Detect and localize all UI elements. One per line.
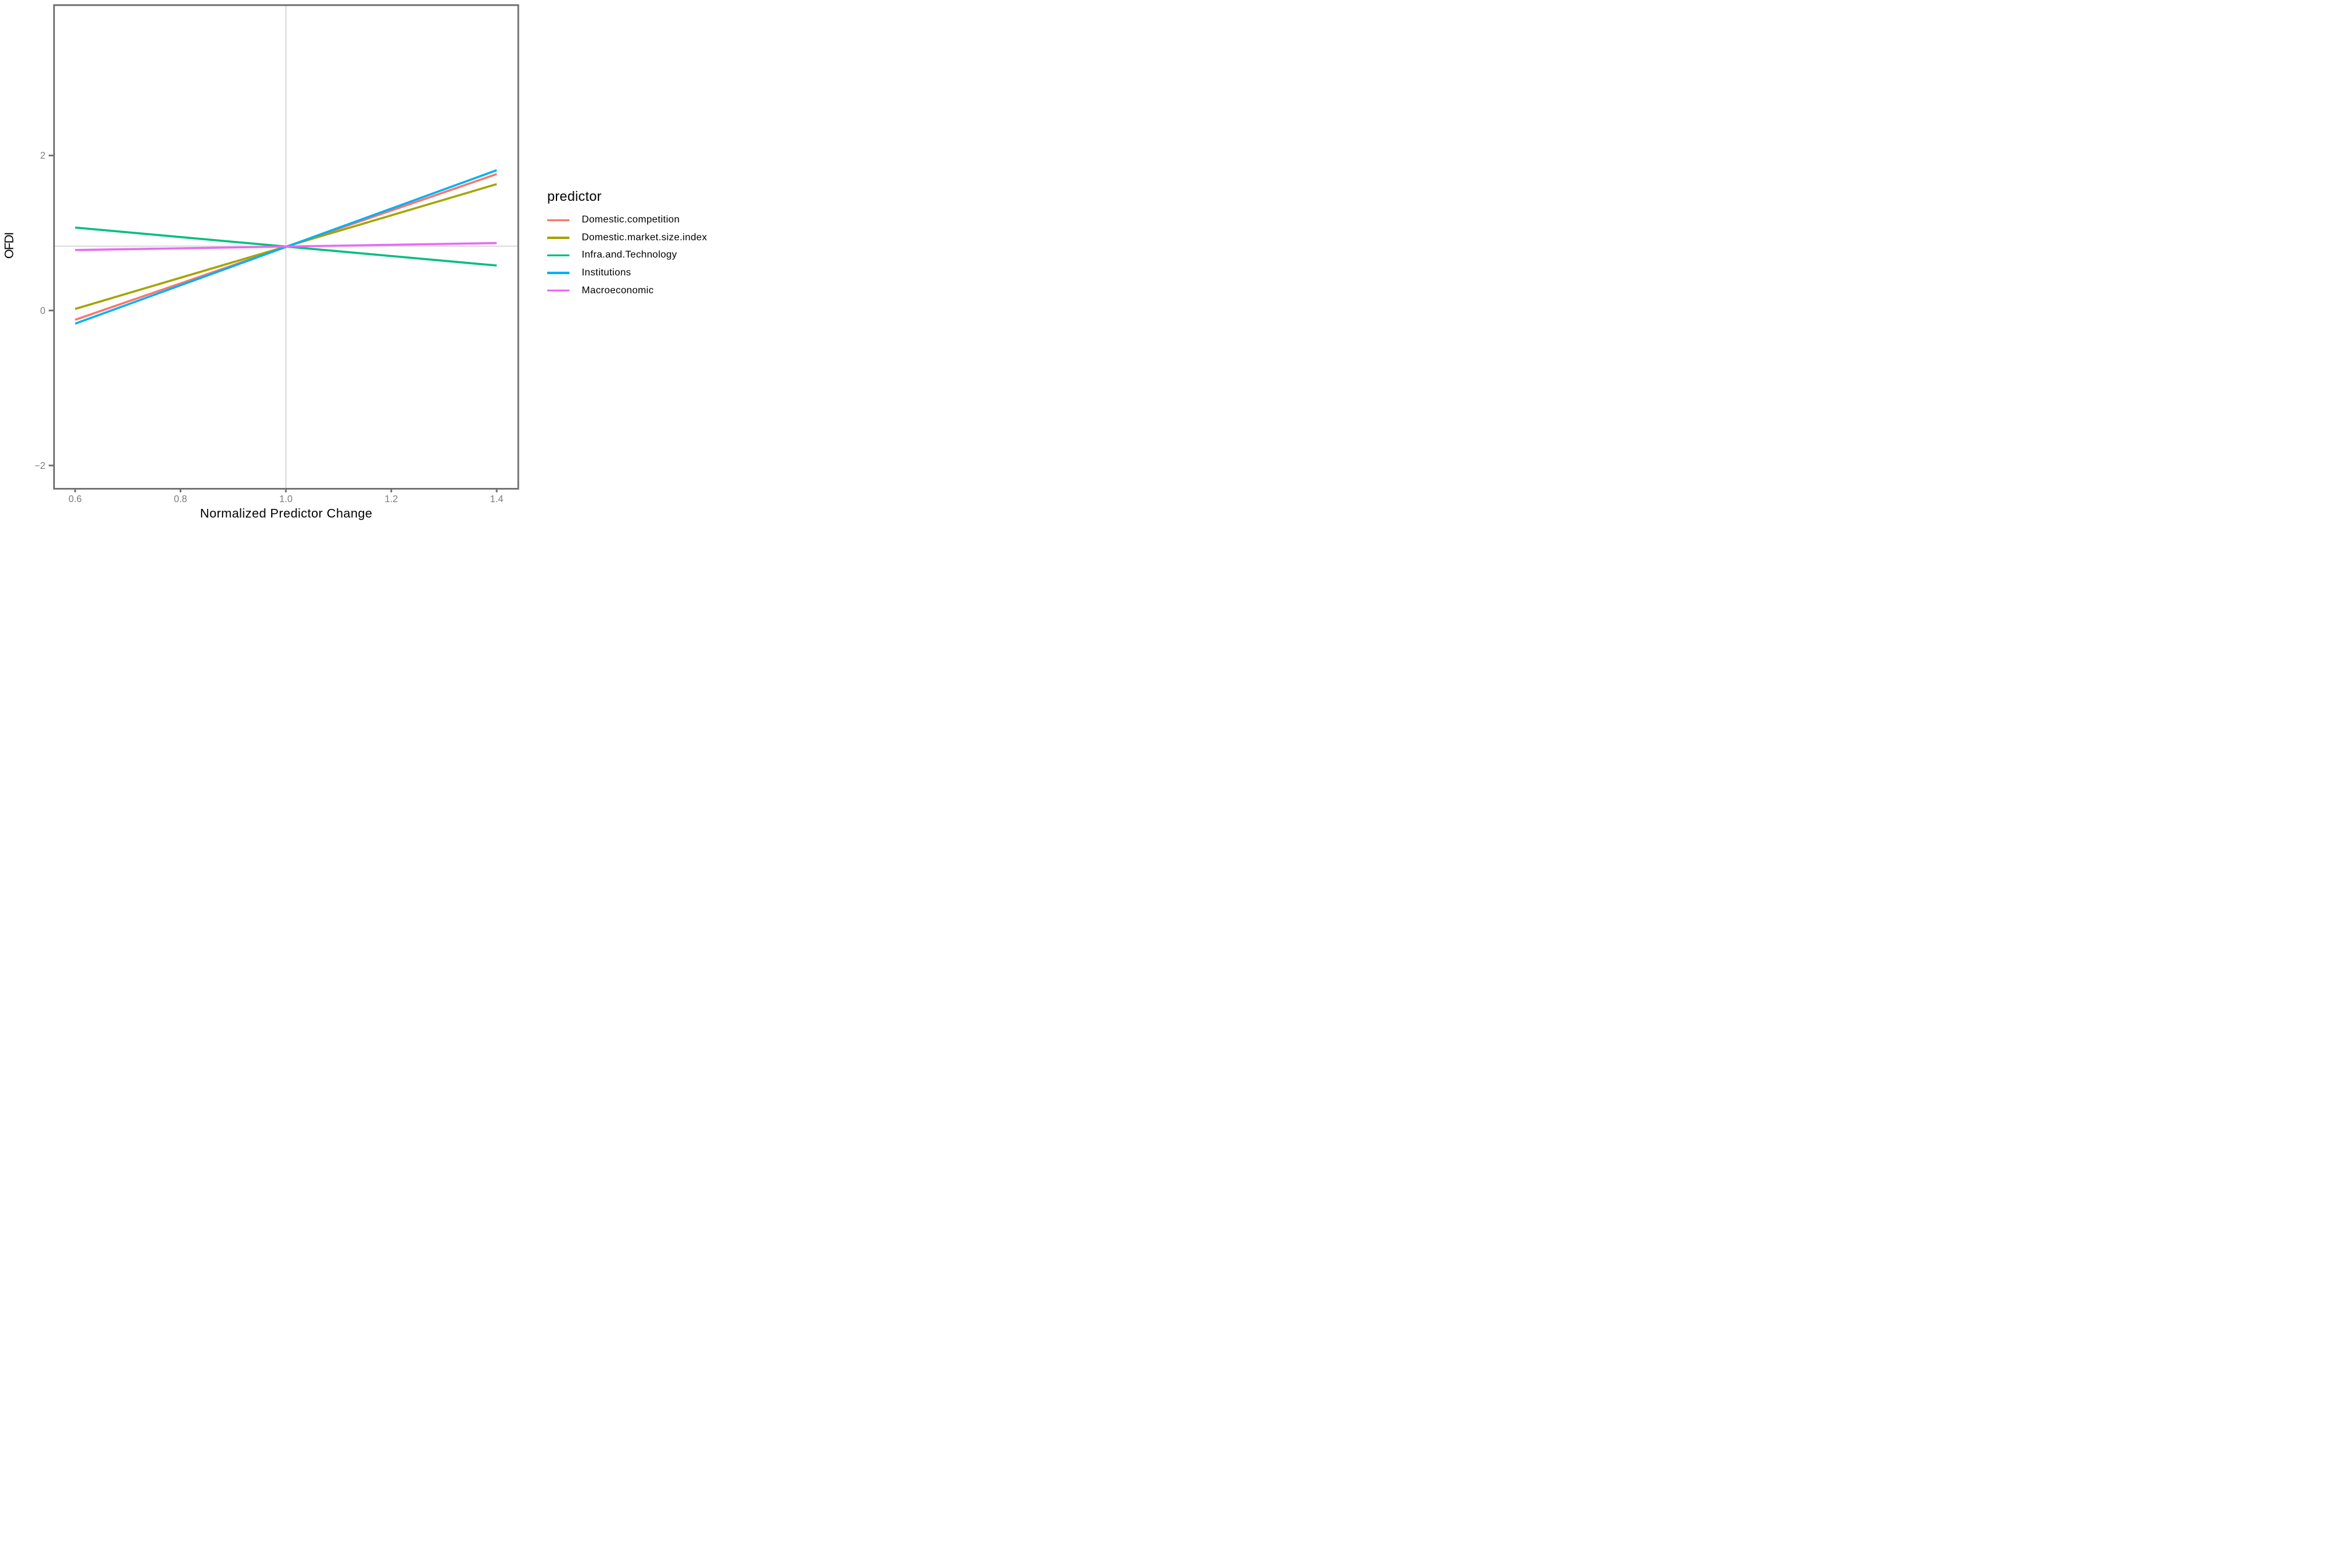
legend-key-line (547, 219, 569, 221)
y-axis-title: OFDI (2, 233, 17, 259)
legend-key-line (547, 289, 569, 292)
legend-item-label: Domestic.competition (582, 214, 680, 225)
y-tick-label: −2 (35, 461, 46, 471)
line-chart-figure: 0.6 0.8 1.0 1.2 1.4 −2 0 2 OFDI Normalized Pred… (0, 0, 784, 522)
legend-item: Domestic.competition (547, 211, 707, 229)
legend-item: Macroeconomic (547, 282, 707, 299)
panel-border (53, 4, 520, 490)
x-tick-label: 0.6 (68, 494, 82, 505)
x-tick-label: 0.8 (174, 494, 187, 505)
y-tick-label: 2 (40, 151, 46, 161)
chart-canvas: 0.6 0.8 1.0 1.2 1.4 −2 0 2 (35, 4, 520, 505)
legend-key-line (547, 272, 569, 274)
legend-key-line (547, 237, 569, 239)
legend-item: Domestic.market.size.index (547, 229, 707, 247)
legend-item-label: Infra.and.Technology (582, 250, 677, 261)
x-tick-label: 1.0 (279, 494, 293, 505)
legend-items: Domestic.competition Domestic.market.size… (547, 211, 707, 299)
legend-item-label: Macroeconomic (582, 285, 654, 296)
legend: predictor Domestic.competition Domestic.m… (547, 189, 707, 299)
legend-item: Institutions (547, 264, 707, 282)
legend-title: predictor (547, 189, 602, 204)
legend-item-label: Domestic.market.size.index (582, 232, 707, 243)
x-axis-title: Normalized Predictor Change (200, 506, 373, 521)
x-tick-label: 1.4 (490, 494, 503, 505)
legend-item: Infra.and.Technology (547, 246, 707, 264)
legend-key-line (547, 254, 569, 257)
series-line-macroeconomic (75, 242, 497, 251)
y-tick-label: 0 (40, 306, 46, 316)
x-tick-label: 1.2 (385, 494, 398, 505)
legend-item-label: Institutions (582, 267, 632, 278)
